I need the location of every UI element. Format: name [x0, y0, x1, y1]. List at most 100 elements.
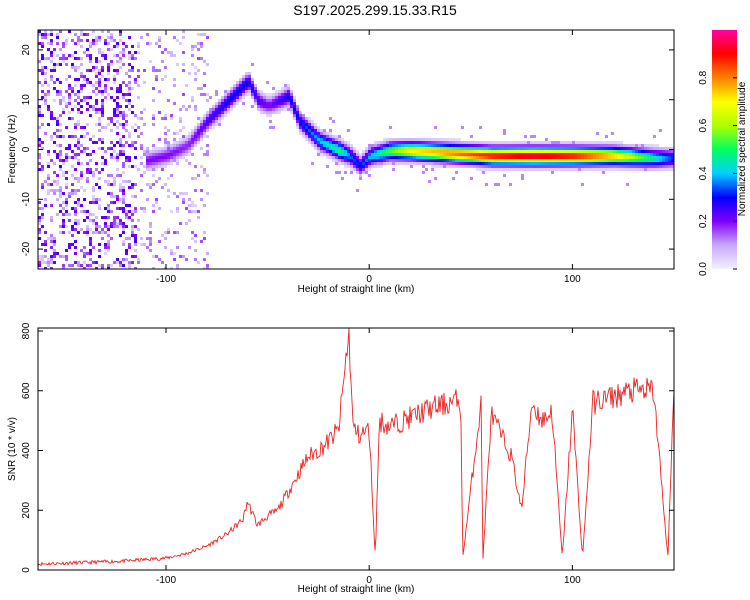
- spectrogram-cell: [212, 120, 215, 123]
- spectrogram-cell: [62, 222, 65, 225]
- spectrogram-cell: [467, 165, 470, 168]
- spectrogram-cell: [305, 138, 308, 141]
- spectrogram-cell: [77, 141, 80, 144]
- spectrogram-cell: [89, 264, 92, 267]
- spectrogram-cell: [635, 168, 638, 171]
- spectrogram-cell: [47, 177, 50, 180]
- spectrogram-cell: [347, 159, 350, 162]
- spectrogram-cell: [56, 33, 59, 36]
- spectrogram-cell: [545, 159, 548, 162]
- spectrogram-cell: [401, 150, 404, 153]
- spectrogram-cell: [473, 153, 476, 156]
- spectrogram-cell: [44, 30, 47, 33]
- spectrogram-cell: [368, 150, 371, 153]
- spectrogram-cell: [122, 51, 125, 54]
- spectrogram-cell: [479, 156, 482, 159]
- spectrogram-cell: [635, 144, 638, 147]
- spectrogram-cell: [188, 210, 191, 213]
- spectrogram-cell: [128, 81, 131, 84]
- spectrogram-cell: [167, 141, 170, 144]
- spectrogram-cell: [602, 165, 605, 168]
- spectrogram-cell: [260, 111, 263, 114]
- spectrogram-cell: [77, 93, 80, 96]
- spectrogram-cell: [482, 162, 485, 165]
- spectrogram-cell: [170, 150, 173, 153]
- spectrogram-cell: [518, 159, 521, 162]
- spectrogram-cell: [182, 93, 185, 96]
- spectrogram-cell: [320, 129, 323, 132]
- spectrogram-cell: [104, 42, 107, 45]
- spectrogram-cell: [632, 144, 635, 147]
- spectrogram-cell: [170, 114, 173, 117]
- spectrogram-cell: [38, 126, 41, 129]
- spectrogram-cell: [668, 168, 671, 171]
- spectrogram-cell: [431, 156, 434, 159]
- spectrogram-cell: [437, 165, 440, 168]
- spectrogram-cell: [260, 99, 263, 102]
- spectrogram-cell: [587, 162, 590, 165]
- spectrogram-cell: [581, 144, 584, 147]
- spectrogram-cell: [101, 126, 104, 129]
- spectrogram-cell: [56, 120, 59, 123]
- spectrogram-cell: [560, 147, 563, 150]
- spectrogram-cell: [608, 162, 611, 165]
- spectrogram-cell: [476, 150, 479, 153]
- spectrogram-cell: [125, 216, 128, 219]
- spectrogram-cell: [575, 141, 578, 144]
- spectrogram-cell: [551, 144, 554, 147]
- spectrogram-cell: [296, 123, 299, 126]
- spectrogram-cell: [293, 114, 296, 117]
- spectrogram-cell: [659, 153, 662, 156]
- spectrogram-cell: [191, 237, 194, 240]
- spectrogram-cell: [146, 168, 149, 171]
- spectrogram-cell: [170, 54, 173, 57]
- spectrogram-cell: [248, 84, 251, 87]
- spectrogram-cell: [320, 150, 323, 153]
- spectrogram-cell: [359, 162, 362, 165]
- spectrogram-cell: [98, 177, 101, 180]
- spectrogram-cell: [656, 147, 659, 150]
- spectrogram-cell: [350, 144, 353, 147]
- spectrogram-cell: [41, 57, 44, 60]
- spectrogram-cell: [593, 156, 596, 159]
- spectrogram-cell: [59, 144, 62, 147]
- spectrogram-cell: [56, 78, 59, 81]
- spectrogram-cell: [554, 162, 557, 165]
- spectrogram-cell: [200, 87, 203, 90]
- spectrogram-cell: [230, 87, 233, 90]
- spectrogram-cell: [92, 84, 95, 87]
- spectrogram-ytick-label: 20: [21, 44, 32, 56]
- spectrogram-cell: [86, 132, 89, 135]
- spectrogram-cell: [584, 162, 587, 165]
- spectrogram-cell: [425, 150, 428, 153]
- spectrogram-cell: [164, 165, 167, 168]
- spectrogram-cell: [611, 141, 614, 144]
- spectrogram-cell: [164, 48, 167, 51]
- spectrogram-cell: [53, 261, 56, 264]
- spectrogram-cell: [416, 159, 419, 162]
- spectrogram-cell: [158, 69, 161, 72]
- spectrogram-cell: [218, 105, 221, 108]
- spectrogram-cell: [449, 147, 452, 150]
- spectrogram-cell: [140, 144, 143, 147]
- spectrogram-cell: [116, 96, 119, 99]
- spectrogram-cell: [269, 96, 272, 99]
- colorbar: 0.00.20.40.60.8 Normalized spectral ampl…: [698, 30, 748, 276]
- spectrogram-cell: [101, 147, 104, 150]
- spectrogram-cell: [608, 150, 611, 153]
- spectrogram-cell: [356, 189, 359, 192]
- spectrogram-cell: [461, 153, 464, 156]
- spectrogram-cell: [482, 156, 485, 159]
- spectrogram-cell: [242, 78, 245, 81]
- spectrogram-cell: [65, 102, 68, 105]
- spectrogram-cell: [146, 246, 149, 249]
- spectrogram-cell: [506, 147, 509, 150]
- spectrogram-cell: [422, 138, 425, 141]
- spectrogram-cell: [506, 153, 509, 156]
- spectrogram-cell: [152, 204, 155, 207]
- spectrogram-cell: [455, 141, 458, 144]
- spectrogram-cell: [665, 168, 668, 171]
- spectrogram-cell: [62, 45, 65, 48]
- spectrogram-cell: [128, 99, 131, 102]
- spectrogram-cell: [89, 153, 92, 156]
